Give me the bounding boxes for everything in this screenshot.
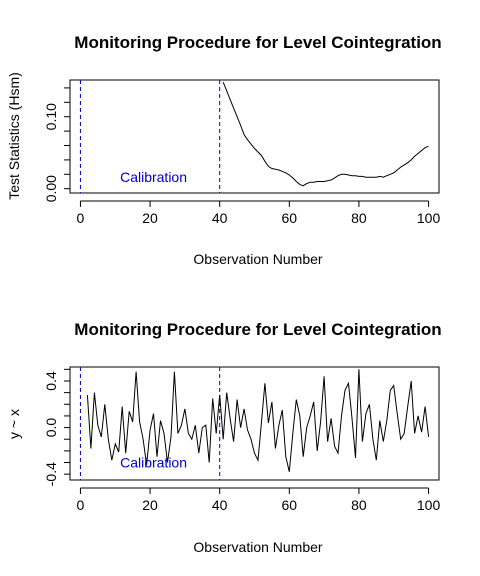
panel-2: Monitoring Procedure for Level Cointegra… <box>6 320 442 555</box>
y-tick-label: 0.0 <box>43 418 59 438</box>
test-statistics-series-line <box>222 82 429 187</box>
x-tick-label: 100 <box>417 497 441 513</box>
vline-group <box>79 367 221 480</box>
x-axis-label: Observation Number <box>193 251 323 267</box>
x-tick-label: 100 <box>417 210 441 226</box>
x-tick-label: 40 <box>212 210 228 226</box>
x-tick-label: 0 <box>77 497 85 513</box>
chart-title: Monitoring Procedure for Level Cointegra… <box>74 33 441 52</box>
y-axis: -0.4 0.0 0.4 <box>43 368 71 486</box>
x-tick-label: 60 <box>282 210 298 226</box>
y-tick-label: 0.10 <box>43 103 59 130</box>
y-tick-label: 0.00 <box>43 175 59 202</box>
x-axis-label: Observation Number <box>193 539 323 555</box>
x-tick-label: 20 <box>142 210 158 226</box>
x-axis: 0 20 40 60 80 100 <box>77 200 441 226</box>
panel-1: Monitoring Procedure for Level Cointegra… <box>6 33 442 267</box>
x-tick-label: 20 <box>142 497 158 513</box>
y-tick-label: 0.4 <box>43 371 59 391</box>
x-tick-label: 60 <box>282 497 298 513</box>
chart-title: Monitoring Procedure for Level Cointegra… <box>74 320 441 339</box>
y-axis-label: y ~ x <box>6 409 22 439</box>
x-axis: 0 20 40 60 80 100 <box>77 487 441 513</box>
x-tick-label: 80 <box>351 210 367 226</box>
x-tick-label: 80 <box>351 497 367 513</box>
calibration-label: Calibration <box>120 169 187 185</box>
calibration-label: Calibration <box>120 455 187 471</box>
x-tick-label: 0 <box>77 210 85 226</box>
x-tick-label: 40 <box>212 497 228 513</box>
y-tick-label: -0.4 <box>43 462 59 486</box>
y-axis-label: Test Statistics (Hsm) <box>6 72 22 200</box>
y-axis: 0.00 0.10 <box>43 87 71 202</box>
vline-group <box>79 80 221 193</box>
residual-series-line <box>86 369 430 472</box>
